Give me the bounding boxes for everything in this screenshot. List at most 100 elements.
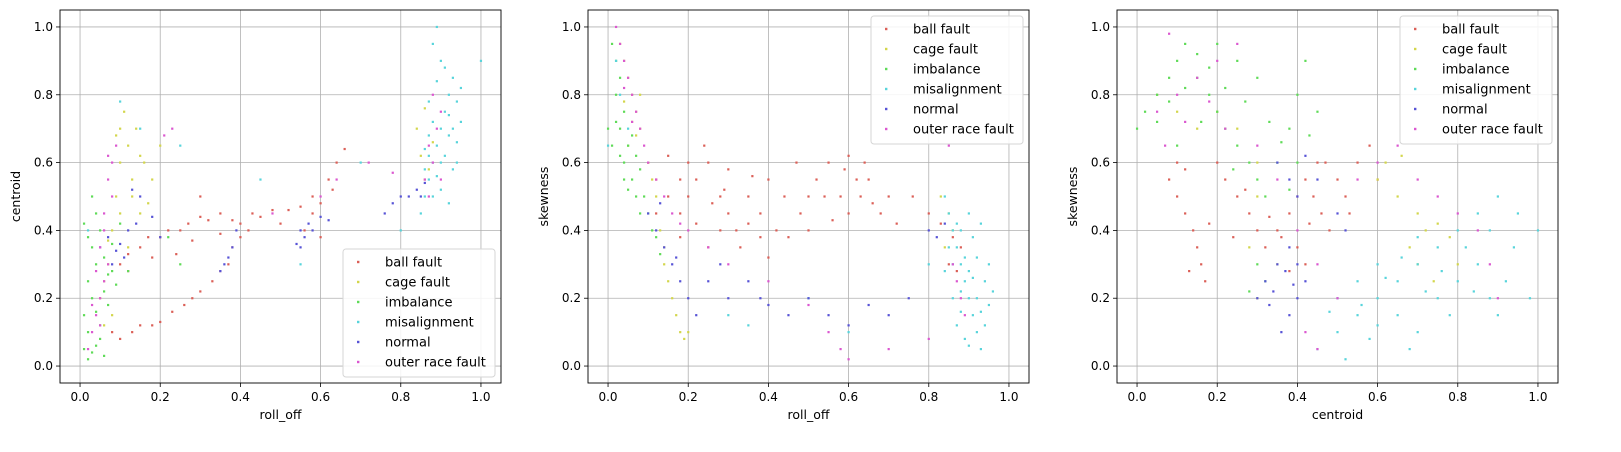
data-point	[127, 246, 130, 249]
data-point	[1424, 290, 1427, 293]
data-point	[667, 195, 670, 198]
data-point	[1316, 178, 1319, 181]
data-point	[443, 154, 446, 157]
data-point	[179, 263, 182, 266]
data-point	[975, 297, 978, 300]
data-point	[82, 347, 86, 351]
data-point	[983, 324, 986, 327]
data-point	[1436, 195, 1439, 198]
data-point	[459, 120, 463, 123]
data-point	[151, 215, 154, 218]
data-point	[927, 263, 930, 266]
data-point	[955, 270, 958, 273]
data-point	[435, 144, 438, 147]
data-point	[1256, 161, 1259, 164]
data-point	[847, 212, 850, 215]
data-point	[131, 331, 134, 334]
data-point	[967, 344, 970, 347]
legend-marker	[1414, 127, 1417, 131]
data-point	[907, 297, 910, 300]
data-point	[679, 178, 682, 181]
data-point	[1272, 290, 1275, 293]
data-point	[671, 263, 674, 266]
data-point	[967, 297, 970, 300]
data-point	[1292, 283, 1295, 286]
data-point	[1268, 303, 1271, 307]
data-point	[879, 212, 882, 215]
legend-label: outer race fault	[385, 356, 486, 371]
data-point	[139, 212, 142, 215]
data-point	[1264, 246, 1267, 249]
data-point	[887, 195, 890, 198]
data-point	[1376, 297, 1379, 300]
data-point	[391, 202, 394, 205]
data-point	[955, 324, 958, 327]
data-point	[639, 168, 642, 171]
data-point	[1216, 59, 1219, 62]
data-point	[131, 195, 134, 198]
data-point	[115, 283, 118, 286]
data-point	[1456, 229, 1459, 232]
data-point	[1264, 280, 1267, 283]
data-point	[1296, 297, 1299, 300]
data-point	[622, 100, 626, 103]
data-point	[423, 168, 426, 171]
data-point	[207, 219, 210, 222]
data-point	[1288, 127, 1291, 130]
data-point	[639, 127, 642, 130]
data-point	[98, 297, 102, 300]
data-point	[639, 212, 642, 215]
data-point	[1316, 161, 1319, 164]
legend-marker	[1414, 67, 1417, 71]
axes-frame	[587, 9, 1030, 384]
data-point	[163, 134, 166, 137]
data-point	[1256, 263, 1259, 266]
data-point	[1496, 297, 1499, 300]
data-point	[367, 161, 370, 164]
data-point	[719, 195, 722, 198]
data-point	[1280, 141, 1283, 144]
data-point	[1296, 229, 1299, 232]
data-point	[303, 229, 306, 232]
y-tick-label: 0.6	[1091, 156, 1110, 170]
data-point	[663, 246, 666, 249]
data-point	[687, 331, 690, 334]
data-point	[191, 239, 194, 242]
data-point	[655, 212, 658, 215]
data-point	[707, 280, 710, 283]
data-point	[1400, 256, 1403, 259]
data-point	[1296, 195, 1299, 198]
data-point	[1304, 331, 1307, 334]
data-point	[147, 236, 150, 239]
data-point	[1316, 263, 1319, 266]
data-point	[1436, 222, 1439, 225]
data-point	[1196, 76, 1199, 79]
data-point	[455, 161, 458, 164]
data-point	[115, 144, 118, 147]
data-point	[251, 212, 254, 215]
data-point	[667, 154, 670, 157]
data-point	[622, 161, 626, 164]
data-point	[622, 178, 626, 181]
data-point	[82, 222, 86, 225]
data-point	[90, 303, 94, 307]
data-point	[86, 236, 90, 239]
data-point	[435, 127, 438, 130]
data-point	[1348, 212, 1351, 215]
data-point	[139, 154, 142, 157]
data-point	[807, 297, 810, 300]
data-point	[622, 86, 626, 90]
data-point	[131, 178, 134, 181]
data-point	[119, 263, 122, 266]
x-tick-label: 0.2	[151, 390, 170, 404]
data-point	[451, 127, 454, 130]
legend-marker	[357, 300, 360, 304]
data-point	[1356, 178, 1359, 181]
data-point	[687, 195, 690, 198]
data-point	[171, 127, 174, 130]
legend-label: misalignment	[385, 316, 474, 331]
data-point	[235, 229, 238, 232]
data-point	[319, 195, 322, 198]
data-point	[1324, 161, 1327, 164]
data-point	[1328, 310, 1331, 313]
